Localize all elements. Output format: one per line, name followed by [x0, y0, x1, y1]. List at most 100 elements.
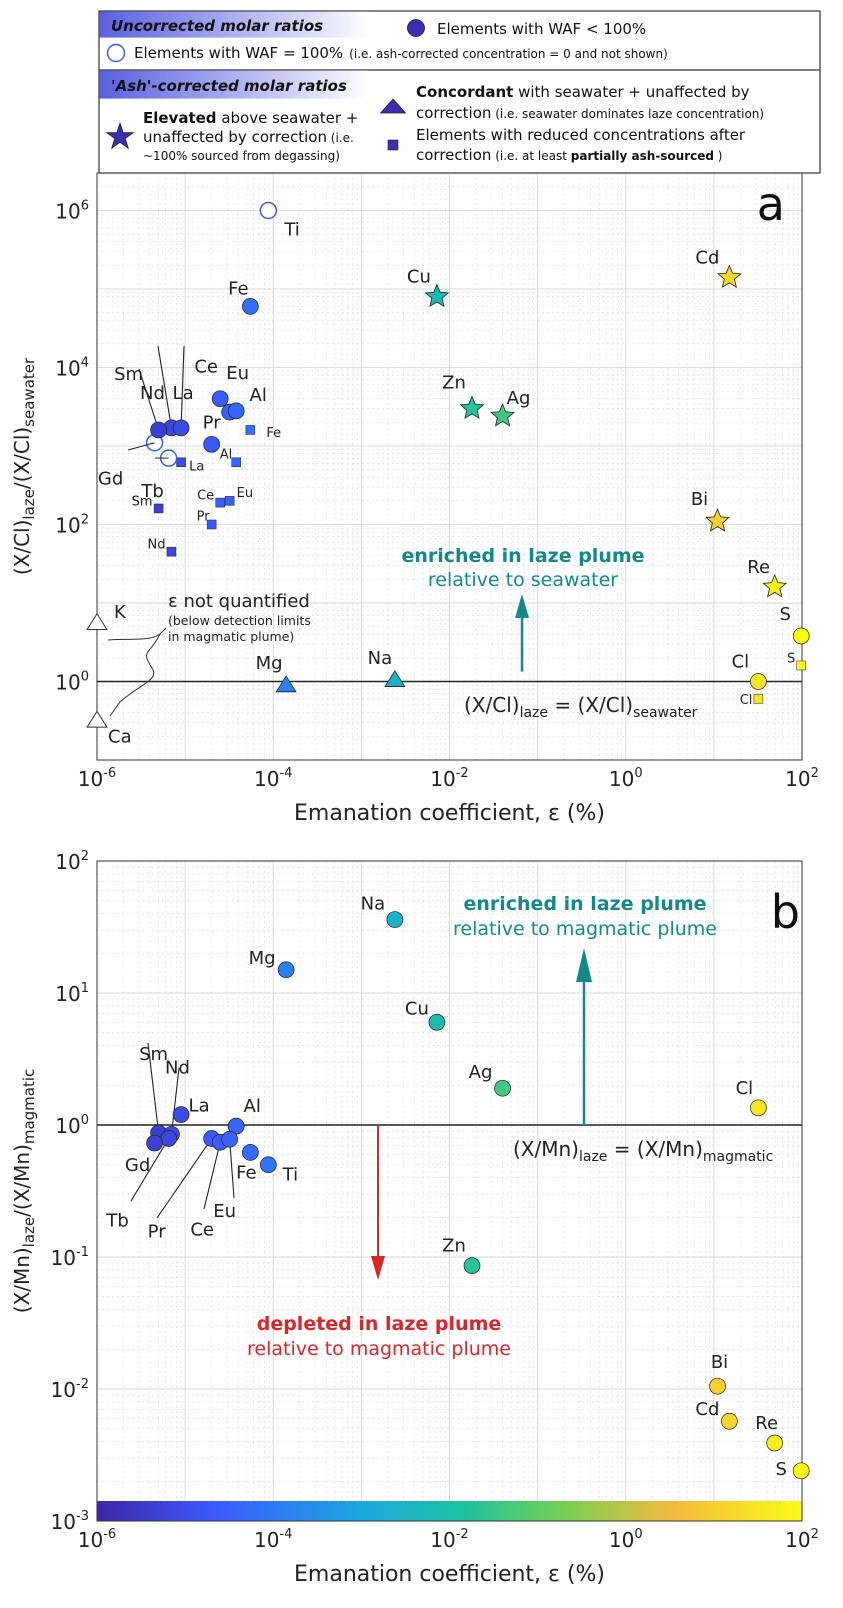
- y-axis-label: (X/Cl)laze/(X/Cl)seawater: [10, 357, 38, 575]
- x-tick-label: 10-2: [430, 1527, 468, 1552]
- leader-line: [147, 1042, 160, 1134]
- point-label: Sm: [114, 364, 143, 385]
- point-marker: [172, 1106, 190, 1123]
- point-label: Nd: [147, 538, 165, 553]
- point-label: Mg: [249, 948, 276, 969]
- x-tick-label: 100: [609, 1527, 643, 1552]
- legend-reduced-line2: correction (i.e. at least partially ash-…: [416, 146, 722, 164]
- point-label: Cl: [740, 693, 753, 708]
- x-tick-label: 10-2: [430, 766, 468, 791]
- legend-star-icon: [105, 121, 135, 150]
- point-label: Bi: [711, 1352, 728, 1373]
- y-tick-label: 10-2: [51, 1377, 89, 1402]
- filled-circle-marker: [203, 435, 221, 453]
- x-axis-label: Emanation coefficient, ε (%): [294, 1562, 605, 1587]
- point-label: Re: [755, 1413, 778, 1434]
- point-label: Na: [361, 894, 386, 915]
- point-marker: [260, 1156, 277, 1174]
- point-marker: [428, 1013, 446, 1031]
- legend: Uncorrected molar ratios Elements with W…: [98, 10, 821, 174]
- legend-open-circle-icon: [106, 43, 126, 63]
- legend-uncorrected-band: [99, 11, 369, 38]
- y-tick-label: 10-1: [51, 1245, 89, 1270]
- point-label: Ce: [197, 489, 214, 504]
- point-label: Pr: [148, 1222, 167, 1243]
- legend-waf-less: Elements with WAF < 100%: [437, 20, 646, 38]
- point-marker: [750, 1099, 767, 1117]
- point-label: Cl: [736, 1078, 754, 1099]
- leader-line: [156, 1138, 213, 1219]
- reduced-square-marker: [153, 503, 164, 514]
- x-tick-label: 100: [609, 766, 643, 791]
- enriched-arrow-head: [515, 594, 529, 618]
- point-label: Ce: [190, 1219, 214, 1240]
- point-label: Gd: [98, 469, 123, 490]
- point-label: Mg: [256, 653, 283, 674]
- legend-corrected-title: 'Ash'-corrected molar ratios: [111, 77, 347, 95]
- x-tick-label: 102: [785, 766, 819, 791]
- point-label: Al: [250, 385, 267, 406]
- legend-elevated-line1: Elevated above seawater +: [143, 109, 358, 127]
- elevated-star-marker: [762, 573, 788, 598]
- point-marker: [221, 1130, 238, 1148]
- point-label: Al: [244, 1096, 261, 1117]
- filled-circle-marker: [172, 419, 190, 437]
- legend-concordant-line2: correction (i.e. seawater dominates laze…: [416, 104, 764, 122]
- reduced-square-marker: [166, 546, 177, 557]
- not-quantified-connector: [107, 627, 167, 717]
- point-label: Cd: [695, 1399, 719, 1420]
- depleted-label: depleted in laze plume: [257, 1313, 502, 1335]
- point-marker: [766, 1434, 784, 1452]
- legend-waf-100: Elements with WAF = 100% (i.e. ash-correc…: [134, 44, 668, 62]
- point-label: Eu: [213, 1201, 236, 1222]
- leader-line: [180, 345, 185, 428]
- point-label: Pr: [203, 412, 222, 433]
- point-label: Na: [368, 648, 393, 669]
- x-tick-label: 102: [785, 1527, 819, 1552]
- point-label: Gd: [125, 1155, 150, 1176]
- legend-filled-circle-icon: [407, 19, 425, 37]
- reduced-square-marker: [796, 660, 806, 671]
- point-marker: [494, 1079, 511, 1097]
- point-marker: [242, 1144, 259, 1161]
- y-tick-label: 10-3: [51, 1509, 89, 1534]
- legend-concordant-line1: Concordant with seawater + unaffected by: [416, 83, 750, 101]
- point-label: Eu: [226, 363, 249, 384]
- enriched-arrow-head: [576, 948, 592, 982]
- point-label: Sm: [139, 1044, 168, 1065]
- depleted-arrow-head: [371, 1256, 385, 1280]
- point-label: Nd: [140, 383, 165, 404]
- reference-line-label: (X/Mn)laze = (X/Mn)magmatic: [513, 1137, 773, 1165]
- enriched-sublabel: relative to magmatic plume: [453, 918, 717, 940]
- y-tick-label: 102: [55, 512, 89, 537]
- plain-circle-marker: [750, 673, 767, 690]
- point-marker: [792, 1462, 810, 1480]
- point-label: Eu: [237, 486, 253, 501]
- point-label: S: [780, 604, 791, 625]
- point-label: Cu: [405, 998, 429, 1019]
- point-label: Tb: [105, 1211, 128, 1232]
- x-axis-label: Emanation coefficient, ε (%): [294, 801, 605, 826]
- point-label: Pr: [197, 509, 211, 524]
- point-label: Fe: [236, 1162, 256, 1183]
- elevated-star-marker: [424, 283, 450, 308]
- point-label: Ce: [194, 357, 218, 378]
- y-axis-label: (X/Mn)laze/(X/Mn)magmatic: [10, 1069, 38, 1314]
- not-quantified-note-1: (below detection limits: [168, 613, 311, 628]
- elevated-star-marker: [717, 264, 742, 289]
- point-marker: [709, 1377, 726, 1395]
- point-label: S: [787, 651, 795, 666]
- leader-line: [157, 345, 173, 428]
- point-label: Cl: [732, 651, 750, 672]
- point-marker: [721, 1412, 738, 1430]
- x-tick-label: 10-6: [78, 1527, 116, 1552]
- point-marker: [463, 1257, 481, 1274]
- point-label: K: [114, 602, 127, 623]
- depleted-sublabel: relative to magmatic plume: [247, 1338, 511, 1360]
- point-label: Ti: [283, 219, 299, 240]
- y-tick-label: 104: [55, 355, 89, 380]
- leader-line: [170, 1067, 180, 1135]
- point-label: Ag: [507, 388, 531, 409]
- point-label: S: [776, 1459, 787, 1480]
- panel-letter: b: [771, 885, 800, 939]
